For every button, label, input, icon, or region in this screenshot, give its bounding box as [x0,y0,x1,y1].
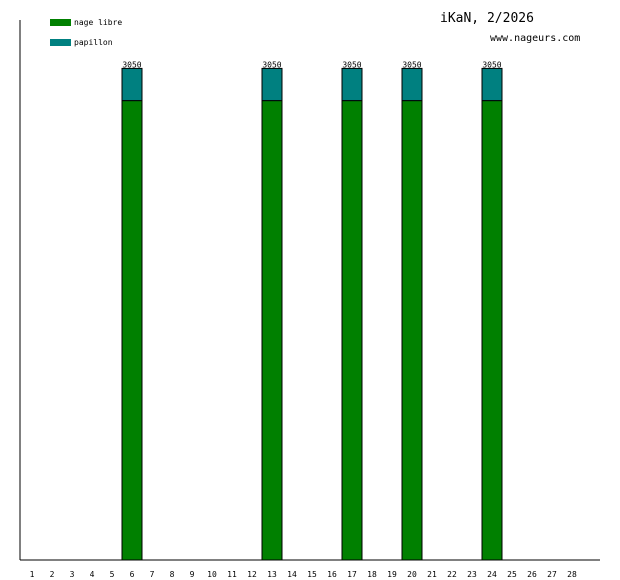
bar-total-label: 3050 [482,60,501,69]
legend-label-papillon: papillon [74,38,113,47]
x-tick-label: 25 [507,570,517,579]
x-tick-label: 9 [190,570,195,579]
x-tick-label: 3 [70,570,75,579]
bars-layer [121,67,503,561]
x-tick-label: 27 [547,570,557,579]
x-tick-labels: 1 2 3 4 5 6 7 8 9 10 11 12 13 14 15 16 17 18 19 20 21 22 23 24 2… [30,570,577,579]
x-tick-label: 4 [90,570,95,579]
x-tick-label: 19 [387,570,397,579]
x-tick-label: 18 [367,570,377,579]
chart-title: iKaN, 2/2026 [440,11,534,26]
bar-papillon [481,67,503,102]
x-tick-label: 23 [467,570,477,579]
x-tick-label: 16 [327,570,337,579]
x-tick-label: 2 [50,570,55,579]
x-tick-label: 5 [110,570,115,579]
bar-nage-libre [401,100,423,561]
bar-papillon [261,67,283,102]
legend: nage libre papillon [50,18,122,47]
bar-total-label: 3050 [122,60,141,69]
chart-subtitle: www.nageurs.com [490,33,580,44]
bar-total-label: 3050 [262,60,281,69]
bar-total-label: 3050 [342,60,361,69]
x-tick-label: 11 [227,570,237,579]
x-tick-label: 20 [407,570,417,579]
axes [19,20,600,561]
x-tick-label: 7 [150,570,155,579]
x-tick-label: 21 [427,570,437,579]
legend-swatch-papillon [50,39,71,46]
bar-nage-libre [341,100,363,561]
x-tick-label: 15 [307,570,317,579]
x-tick-label: 17 [347,570,357,579]
x-tick-label: 8 [170,570,175,579]
x-tick-label: 22 [447,570,457,579]
x-tick-label: 13 [267,570,277,579]
bar-papillon [401,67,423,102]
bar-nage-libre [121,100,143,561]
bar-total-label: 3050 [402,60,421,69]
bar-papillon [341,67,363,102]
x-tick-label: 6 [130,570,135,579]
x-tick-label: 12 [247,570,257,579]
bar-papillon [121,67,143,102]
x-tick-label: 26 [527,570,537,579]
x-tick-label: 28 [567,570,577,579]
legend-label-nage-libre: nage libre [74,18,122,27]
x-tick-label: 14 [287,570,297,579]
legend-swatch-nage-libre [50,19,71,26]
bar-nage-libre [481,100,503,561]
bar-nage-libre [261,100,283,561]
x-tick-label: 10 [207,570,217,579]
value-labels-layer: 3050 3050 3050 3050 3050 [122,60,501,69]
x-tick-label: 1 [30,570,35,579]
x-tick-label: 24 [487,570,497,579]
